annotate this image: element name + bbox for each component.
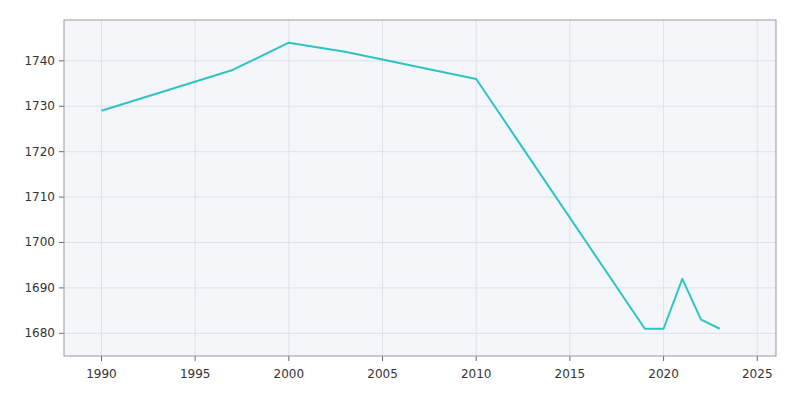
y-tick xyxy=(59,287,64,288)
grid xyxy=(64,20,776,356)
x-grid-line xyxy=(757,20,758,356)
y-tick xyxy=(59,106,64,107)
x-tick-label: 1995 xyxy=(180,367,211,381)
x-tick-label: 2025 xyxy=(742,367,773,381)
x-tick xyxy=(101,356,102,361)
x-tick xyxy=(288,356,289,361)
y-tick-label: 1680 xyxy=(24,326,55,340)
population-line xyxy=(101,43,719,329)
y-tick-label: 1690 xyxy=(24,281,55,295)
y-tick xyxy=(59,151,64,152)
x-tick-label: 2005 xyxy=(367,367,398,381)
x-tick-label: 1990 xyxy=(86,367,117,381)
x-tick xyxy=(195,356,196,361)
y-tick-label: 1700 xyxy=(24,235,55,249)
x-grid-line xyxy=(101,20,102,356)
x-tick xyxy=(382,356,383,361)
x-tick-label: 2010 xyxy=(461,367,492,381)
plot-frame xyxy=(64,20,776,356)
x-tick-label: 2015 xyxy=(555,367,586,381)
y-grid-line xyxy=(64,151,776,152)
tick-labels: 1990 1995 2000 2005 2010 2015 2020 2025 1680 1690… xyxy=(24,54,772,381)
x-grid-line xyxy=(663,20,664,356)
y-grid-line xyxy=(64,333,776,334)
x-grid-line xyxy=(569,20,570,356)
x-tick xyxy=(476,356,477,361)
y-grid-line xyxy=(64,60,776,61)
y-grid-line xyxy=(64,242,776,243)
y-tick xyxy=(59,60,64,61)
y-tick-label: 1710 xyxy=(24,190,55,204)
x-grid-line xyxy=(382,20,383,356)
x-tick xyxy=(569,356,570,361)
y-grid-line xyxy=(64,287,776,288)
x-tick-label: 2000 xyxy=(274,367,305,381)
y-grid-line xyxy=(64,197,776,198)
x-tick xyxy=(757,356,758,361)
y-tick-label: 1740 xyxy=(24,54,55,68)
y-tick xyxy=(59,242,64,243)
x-tick xyxy=(663,356,664,361)
y-tick-label: 1720 xyxy=(24,145,55,159)
y-grid-line xyxy=(64,106,776,107)
x-grid-line xyxy=(195,20,196,356)
x-tick-label: 2020 xyxy=(648,367,679,381)
y-tick xyxy=(59,197,64,198)
y-tick-label: 1730 xyxy=(24,99,55,113)
x-grid-line xyxy=(476,20,477,356)
data-group xyxy=(101,43,719,329)
x-grid-line xyxy=(288,20,289,356)
chart-svg: 1990 1995 2000 2005 2010 2015 2020 2025 1680 1690… xyxy=(0,0,800,400)
chart-container: 1990 1995 2000 2005 2010 2015 2020 2025 1680 1690… xyxy=(0,0,800,400)
plot-background xyxy=(64,20,776,356)
y-tick xyxy=(59,333,64,334)
